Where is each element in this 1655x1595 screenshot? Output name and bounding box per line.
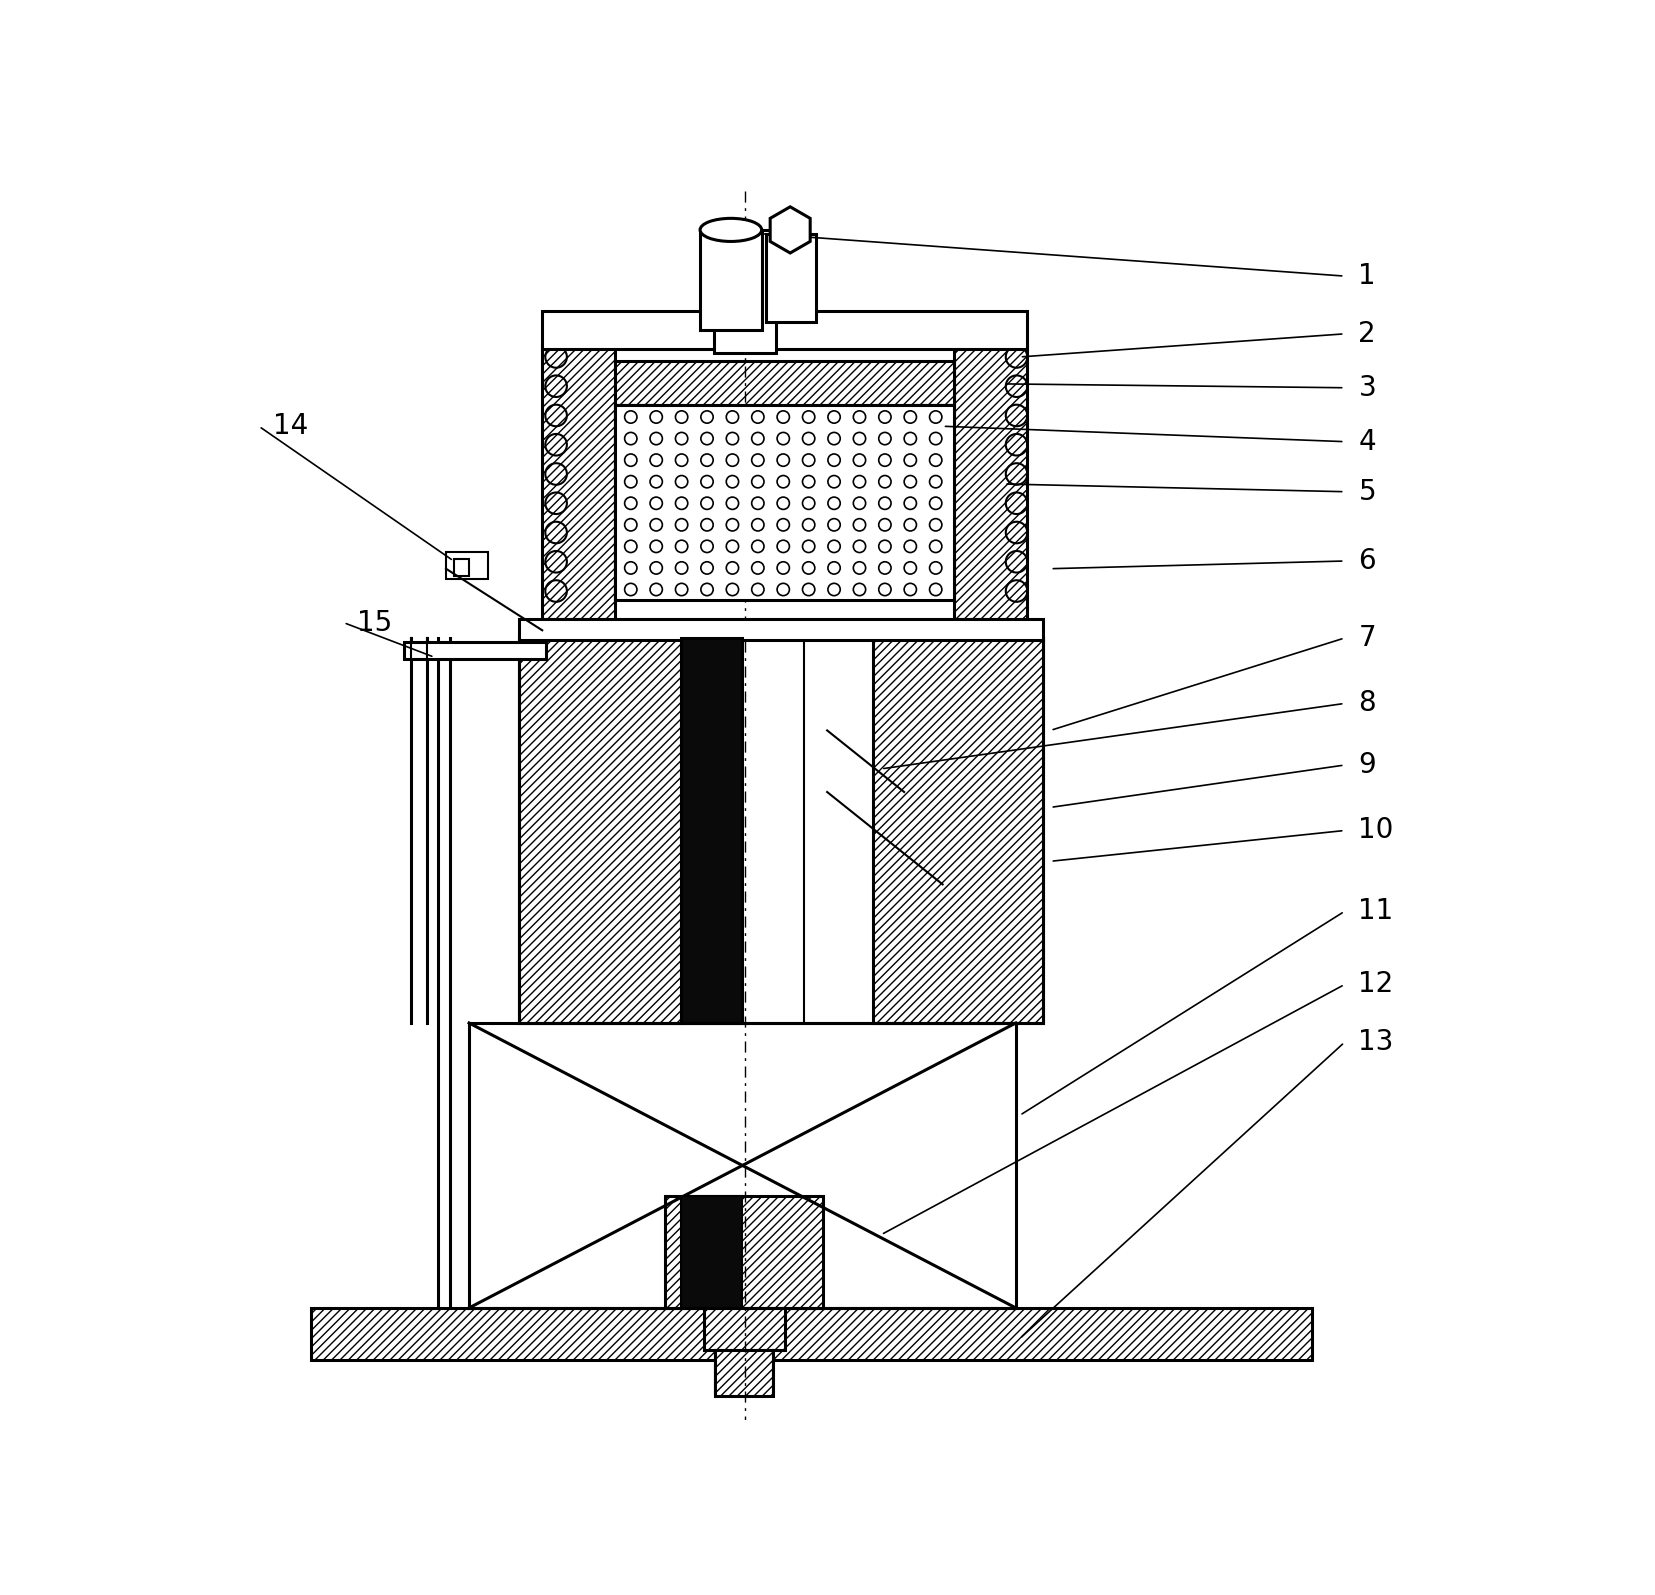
Bar <box>541 346 616 619</box>
Bar <box>703 1308 784 1351</box>
Bar <box>665 1196 823 1308</box>
Text: 10: 10 <box>1357 817 1394 844</box>
Bar <box>680 1196 741 1308</box>
Bar <box>518 638 680 1022</box>
Text: 3: 3 <box>1357 373 1375 402</box>
Bar <box>616 405 953 600</box>
Bar <box>518 638 1043 1022</box>
Bar <box>616 360 953 405</box>
Text: 11: 11 <box>1357 898 1394 925</box>
Text: 9: 9 <box>1357 751 1375 778</box>
Bar <box>311 1308 1311 1361</box>
Bar <box>715 1351 773 1397</box>
Bar <box>680 638 741 1022</box>
Text: 6: 6 <box>1357 547 1375 576</box>
Bar <box>912 405 953 600</box>
Text: 13: 13 <box>1357 1029 1394 1056</box>
Bar <box>765 234 816 322</box>
Text: 7: 7 <box>1357 624 1375 652</box>
Bar <box>518 619 1043 640</box>
Text: 14: 14 <box>273 412 308 440</box>
Text: 4: 4 <box>1357 427 1375 456</box>
Bar <box>713 230 775 352</box>
Text: 12: 12 <box>1357 970 1394 998</box>
Text: 8: 8 <box>1357 689 1375 718</box>
Text: 1: 1 <box>1357 262 1375 290</box>
Bar <box>872 638 1043 1022</box>
Bar <box>953 346 1026 619</box>
Bar <box>541 311 1026 349</box>
Text: 5: 5 <box>1357 477 1375 506</box>
Text: 2: 2 <box>1357 321 1375 348</box>
Text: 15: 15 <box>357 609 392 636</box>
Ellipse shape <box>700 219 761 241</box>
Bar <box>700 230 761 330</box>
Bar <box>404 641 546 659</box>
Bar <box>453 560 468 576</box>
Polygon shape <box>770 207 809 254</box>
Bar <box>616 405 657 600</box>
Bar <box>445 552 488 579</box>
